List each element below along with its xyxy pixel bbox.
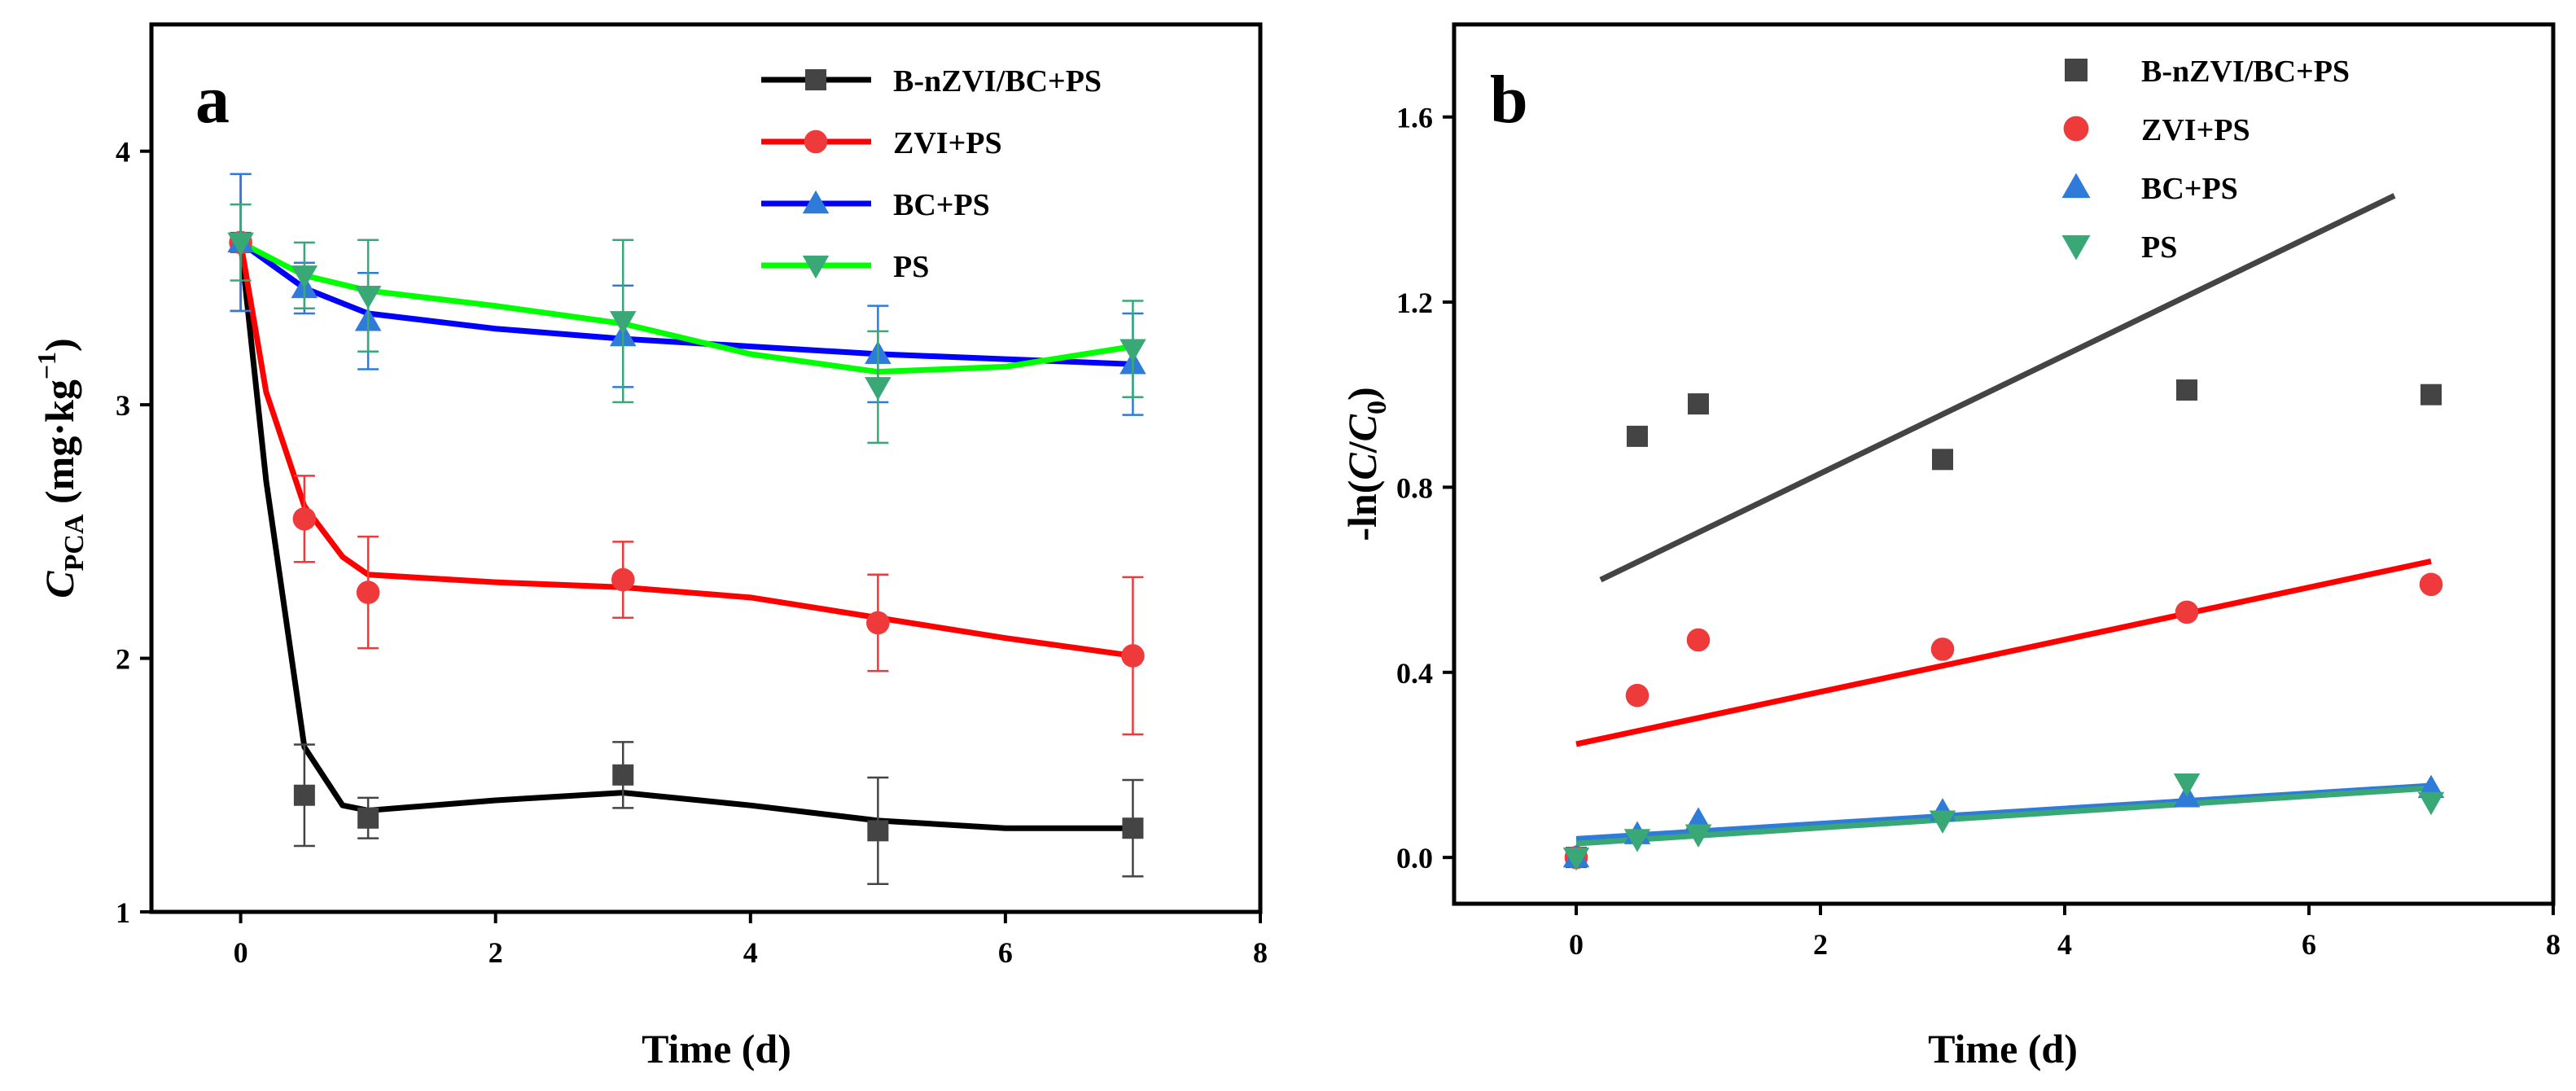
panel-a-letter: a [195, 62, 230, 138]
x-tick-label: 2 [1813, 928, 1828, 961]
legend-label: BC+PS [893, 188, 990, 222]
series-line-BC+PS [238, 239, 1136, 367]
data-point-B-nZVI/BC+PS [2420, 383, 2442, 405]
x-tick-label: 4 [743, 936, 758, 969]
legend-marker [805, 69, 826, 90]
data-point-PS [1623, 829, 1651, 852]
data-point-PS [1684, 824, 1712, 848]
data-point-PS [2417, 791, 2445, 816]
x-tick-label: 4 [2057, 928, 2072, 961]
panel-a-y-axis-title: CPCA (mg·kg−1) [32, 338, 90, 598]
legend-label: PS [893, 250, 929, 284]
data-point-PS [1562, 847, 1590, 871]
y-tick-label: 1.6 [1396, 102, 1433, 134]
y-tick-label: 3 [116, 389, 130, 422]
fit-line-ZVI+PS [1575, 558, 2432, 747]
data-point-PS [291, 265, 318, 289]
data-point-ZVI+PS [292, 506, 317, 531]
data-point-PS [609, 311, 637, 335]
y-tick-label: 0.8 [1396, 471, 1433, 504]
legend-label: B-nZVI/BC+PS [2141, 55, 2350, 89]
x-tick-label: 6 [998, 936, 1013, 969]
legend-marker [804, 129, 828, 154]
x-tick-label: 0 [234, 936, 248, 969]
data-point-ZVI+PS [2419, 572, 2443, 597]
series-line-B-nZVI/BC+PS [238, 239, 1136, 831]
data-point-ZVI+PS [1930, 638, 1955, 661]
data-point-PS [227, 232, 254, 256]
legend-label: ZVI+PS [2141, 113, 2250, 147]
data-point-PS [1929, 810, 1956, 834]
panel-b-plot: 0 2 4 6 8 0.0 0.4 0.8 1.2 1.6 B-nZVI/BC+PS ZVI+PS BC… [1396, 55, 2561, 961]
data-point-B-nZVI/BC+PS [612, 764, 634, 786]
data-point-ZVI+PS [866, 611, 890, 635]
y-tick-label: 0.4 [1396, 657, 1433, 690]
x-tick-label: 0 [1569, 928, 1584, 961]
panel-b-x-axis-title: Time (d) [1928, 1026, 2078, 1071]
legend-marker [2061, 173, 2091, 199]
legend-marker [2065, 59, 2088, 81]
data-point-ZVI+PS [1625, 683, 1649, 708]
data-point-PS [2173, 773, 2201, 797]
legend-marker [802, 190, 830, 214]
panel-b-letter: b [1490, 62, 1528, 138]
data-point-PS [354, 286, 382, 309]
data-point-ZVI+PS [2175, 600, 2199, 624]
panel-a-x-axis-title: Time (d) [642, 1026, 791, 1071]
panel-a-plot: 0 2 4 6 8 1 2 3 4 B-nZVI/BC+PS ZVI+PS BC+PS PS [116, 64, 1268, 969]
x-tick-label: 6 [2302, 928, 2316, 961]
y-tick-label: 1 [116, 896, 130, 929]
data-point-PS [865, 377, 892, 401]
fit-line-B-nZVI/BC+PS [1599, 193, 2396, 583]
data-point-ZVI+PS [611, 567, 635, 592]
series-line-ZVI+PS [238, 239, 1136, 659]
data-point-ZVI+PS [1121, 644, 1145, 668]
data-point-B-nZVI/BC+PS [357, 807, 379, 829]
data-point-B-nZVI/BC+PS [2176, 379, 2197, 401]
x-tick-label: 8 [1253, 936, 1268, 969]
data-point-ZVI+PS [356, 581, 380, 604]
y-tick-label: 1.2 [1396, 287, 1433, 319]
data-point-B-nZVI/BC+PS [1688, 393, 1709, 415]
legend-marker [2063, 116, 2089, 142]
data-point-B-nZVI/BC+PS [867, 820, 889, 842]
panel-a: a Time (d) CPCA (mg·kg−1) [32, 22, 1263, 1071]
data-point-PS [1119, 339, 1146, 362]
panel-b-frame [1452, 22, 2556, 906]
y-tick-label: 0.0 [1396, 842, 1433, 874]
panel-a-legend: B-nZVI/BC+PS ZVI+PS BC+PS PS [761, 64, 1102, 284]
panel-b: b Time (d) -ln(C/C0) [1339, 22, 2556, 1071]
data-point-B-nZVI/BC+PS [1122, 817, 1144, 839]
panel-b-legend: B-nZVI/BC+PS ZVI+PS BC+PS PS [2061, 55, 2350, 265]
y-tick-label: 4 [116, 136, 130, 169]
legend-label: PS [2141, 230, 2177, 265]
legend-label: BC+PS [2141, 172, 2238, 206]
y-tick-label: 2 [116, 643, 130, 676]
data-point-ZVI+PS [1686, 628, 1711, 652]
panel-b-y-axis-title: -ln(C/C0) [1339, 387, 1392, 541]
panel-a-frame [149, 22, 1263, 914]
legend-marker [802, 255, 830, 279]
x-tick-label: 8 [2546, 928, 2561, 961]
legend-label: B-nZVI/BC+PS [893, 64, 1102, 99]
legend-marker [2061, 234, 2091, 261]
data-point-B-nZVI/BC+PS [1932, 449, 1953, 471]
data-point-B-nZVI/BC+PS [1627, 425, 1648, 447]
x-tick-label: 2 [488, 936, 503, 969]
fit-line-PS [1575, 785, 2432, 847]
data-point-B-nZVI/BC+PS [293, 784, 315, 806]
legend-label: ZVI+PS [893, 126, 1002, 160]
